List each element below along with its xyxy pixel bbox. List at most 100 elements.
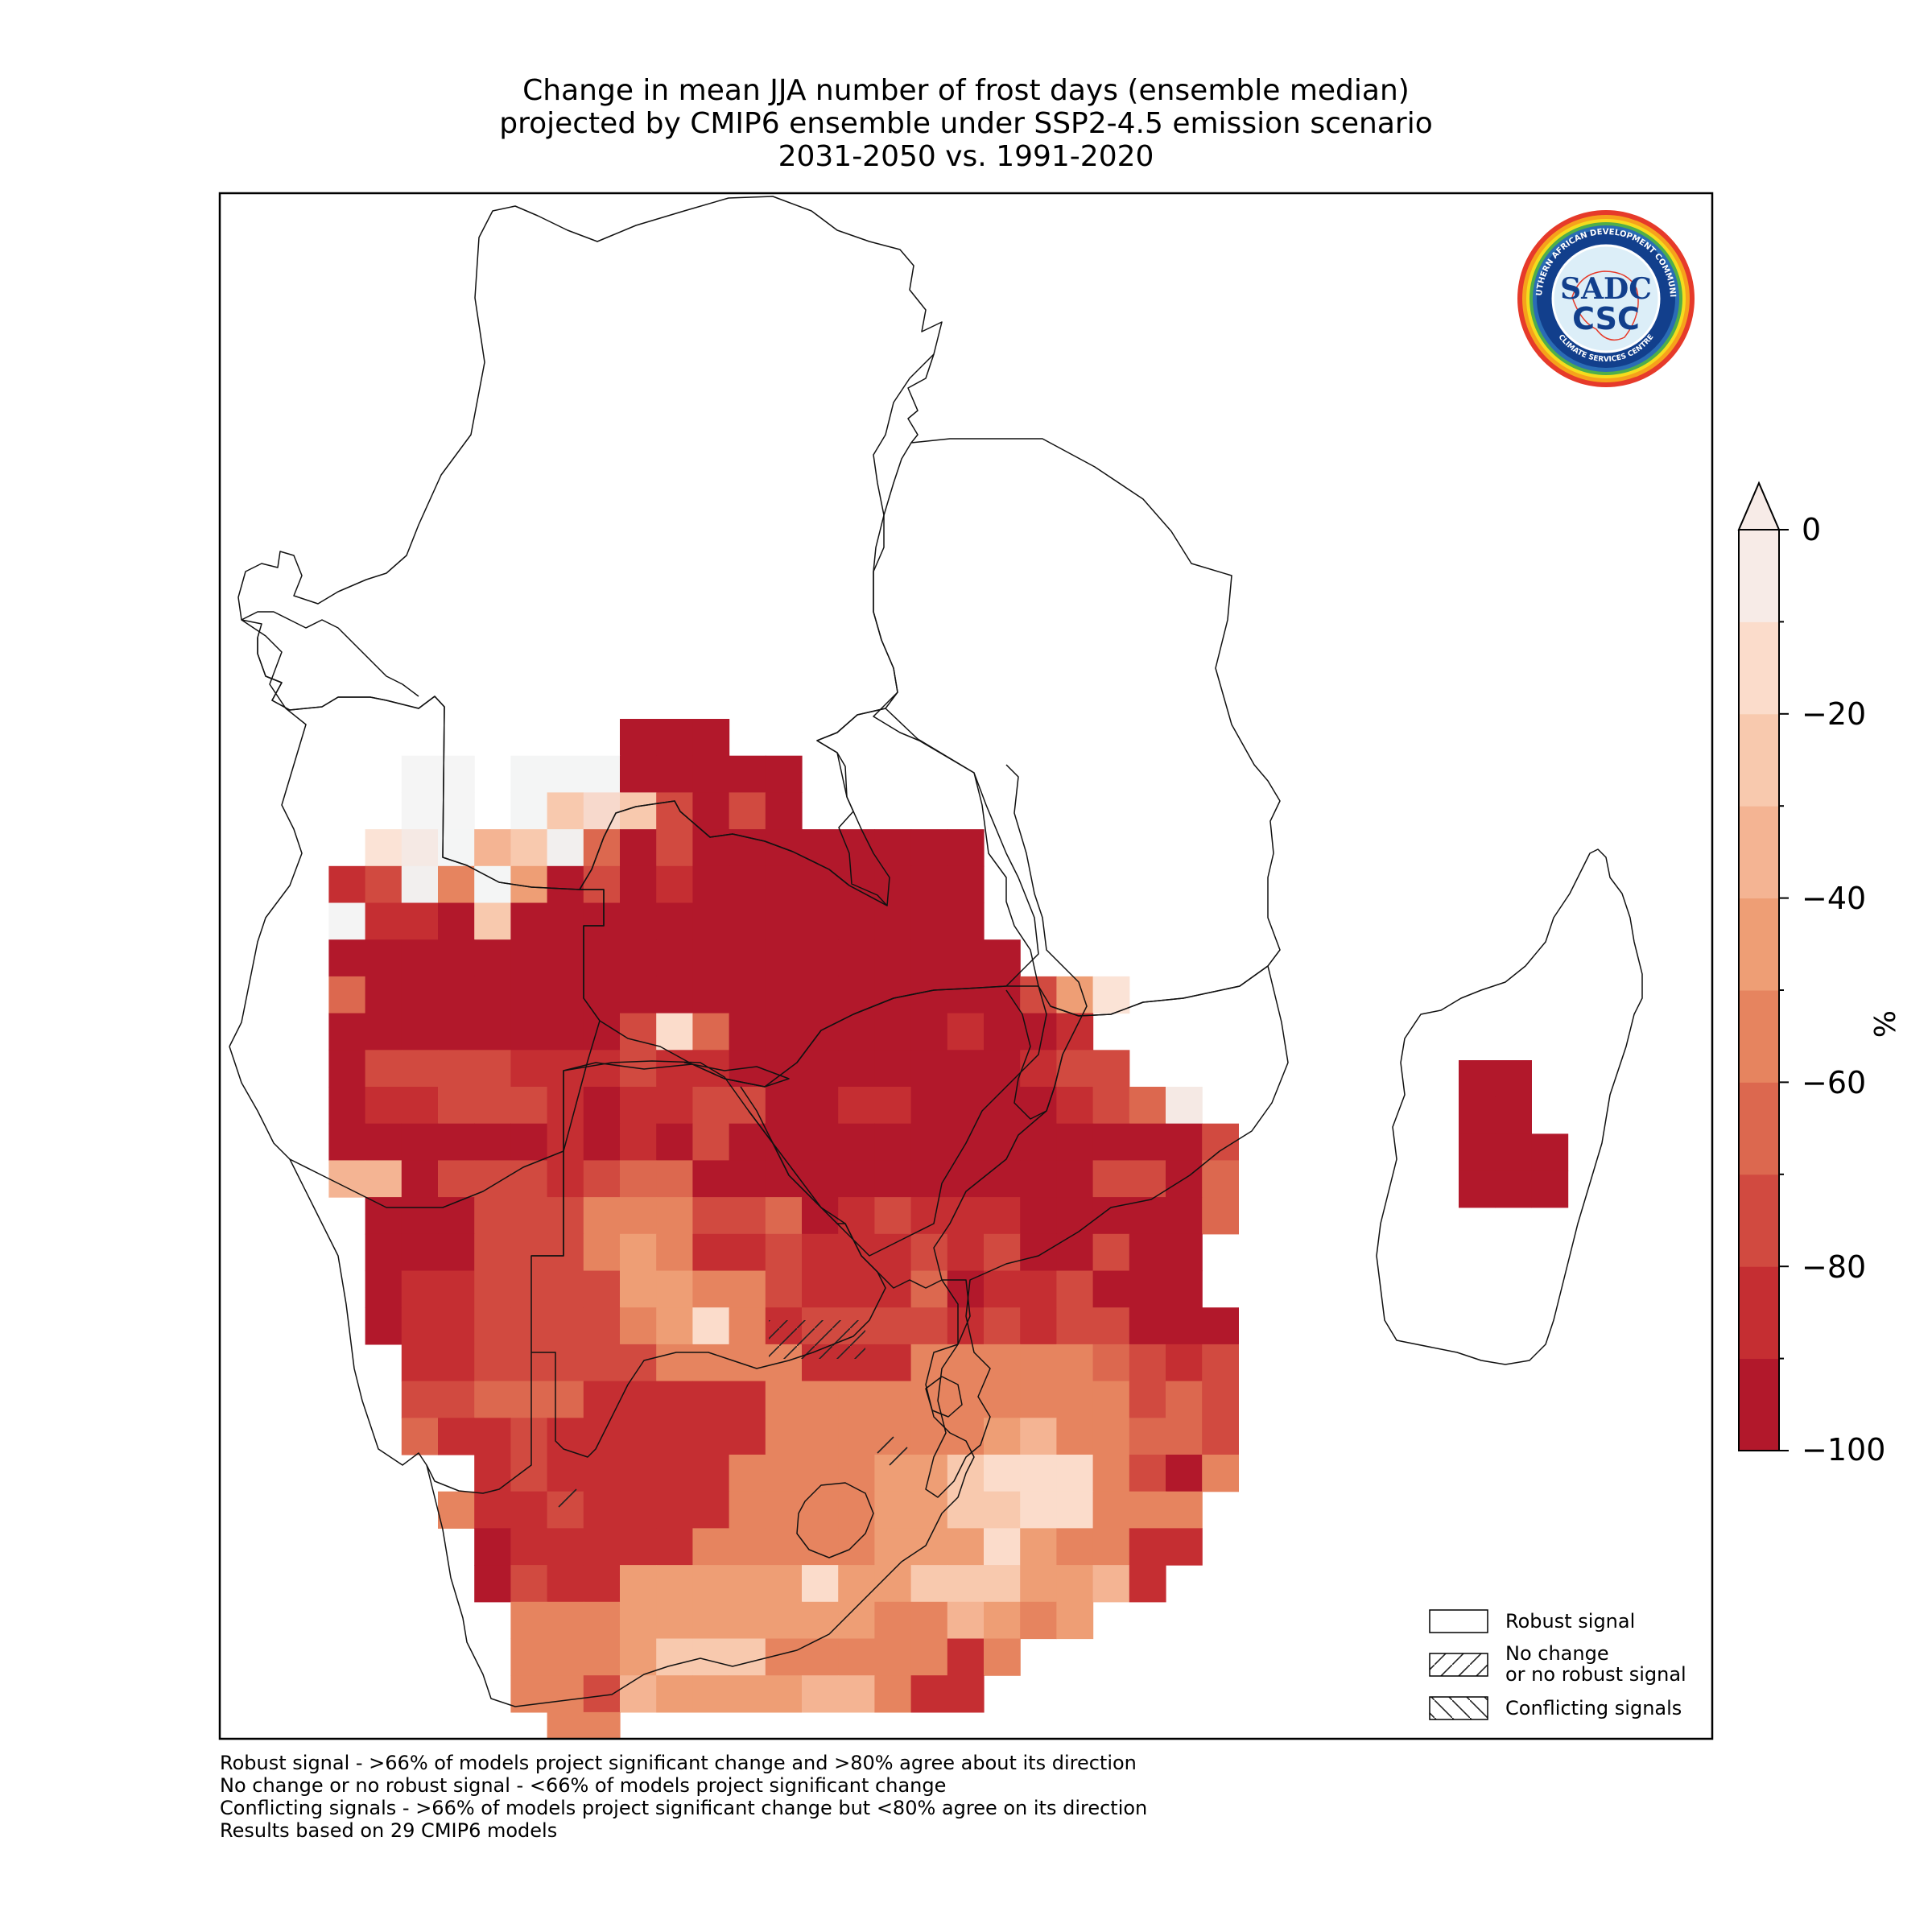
grid-cell bbox=[547, 755, 584, 793]
grid-cell bbox=[547, 1455, 584, 1492]
grid-cell bbox=[947, 1528, 985, 1566]
grid-cell bbox=[729, 792, 766, 830]
grid-cell bbox=[838, 939, 875, 977]
grid-cell bbox=[874, 1638, 912, 1676]
grid-cell bbox=[656, 755, 693, 793]
grid-cell bbox=[1129, 1528, 1166, 1566]
grid-cell bbox=[984, 1013, 1021, 1051]
grid-cell bbox=[910, 1418, 948, 1455]
grid-cell bbox=[1166, 1491, 1203, 1529]
grid-cell bbox=[583, 1455, 621, 1492]
grid-cell bbox=[1020, 1565, 1057, 1603]
grid-cell bbox=[838, 1197, 875, 1235]
grid-cell bbox=[474, 939, 511, 977]
grid-cell bbox=[365, 829, 402, 867]
grid-cell bbox=[328, 1160, 366, 1198]
grid-cell bbox=[1056, 1123, 1094, 1161]
grid-cell bbox=[765, 976, 803, 1014]
grid-cell bbox=[583, 1491, 621, 1529]
grid-cell bbox=[510, 1491, 548, 1529]
footnote-conflicting: Conflicting signals - >66% of models pro… bbox=[220, 1797, 1148, 1819]
grid-cell bbox=[474, 1160, 511, 1198]
colorbar-segment bbox=[1739, 990, 1779, 1083]
grid-cell bbox=[874, 1307, 912, 1345]
grid-cell bbox=[1056, 1418, 1094, 1455]
grid-cell bbox=[365, 1233, 402, 1272]
gabon-outline bbox=[241, 611, 419, 697]
grid-cell bbox=[583, 1197, 621, 1235]
grid-cell bbox=[765, 1233, 803, 1272]
grid-cell bbox=[765, 792, 803, 830]
grid-cell bbox=[1129, 1123, 1166, 1161]
grid-cell bbox=[729, 1307, 766, 1345]
grid-cell bbox=[947, 1123, 985, 1161]
grid-cell bbox=[692, 1565, 730, 1603]
grid-cell bbox=[474, 1455, 511, 1492]
grid-cell bbox=[438, 1197, 475, 1235]
grid-cell bbox=[1020, 1160, 1057, 1198]
grid-cell bbox=[1166, 1528, 1203, 1566]
grid-cell bbox=[1056, 1160, 1094, 1198]
grid-cell bbox=[1129, 1307, 1166, 1345]
grid-cell bbox=[1092, 1455, 1130, 1492]
grid-cell bbox=[620, 1233, 657, 1272]
grid-cell bbox=[656, 902, 693, 940]
grid-cell bbox=[583, 1013, 621, 1051]
grid-cell bbox=[765, 939, 803, 977]
grid-cell bbox=[474, 1565, 511, 1603]
grid-cell bbox=[656, 1344, 693, 1382]
grid-cell bbox=[656, 1675, 693, 1713]
grid-cell bbox=[656, 1307, 693, 1345]
grid-cell bbox=[1202, 1307, 1239, 1345]
grid-cell bbox=[910, 1270, 948, 1308]
grid-cell bbox=[1056, 1087, 1094, 1125]
grid-cell bbox=[474, 1307, 511, 1345]
grid-cell bbox=[1166, 1233, 1203, 1272]
grid-cell bbox=[620, 1638, 657, 1676]
grid-cell bbox=[729, 1565, 766, 1603]
grid-cell bbox=[547, 1160, 584, 1198]
grid-cell-madagascar bbox=[1495, 1170, 1532, 1208]
grid-cell bbox=[984, 1418, 1021, 1455]
grid-cell bbox=[947, 902, 985, 940]
grid-cell bbox=[583, 1307, 621, 1345]
grid-cell bbox=[984, 1381, 1021, 1418]
grid-cell bbox=[583, 1123, 621, 1161]
grid-cell bbox=[984, 976, 1021, 1014]
grid-cell bbox=[365, 902, 402, 940]
grid-cell bbox=[656, 1491, 693, 1529]
grid-cell bbox=[510, 1638, 548, 1676]
grid-cell bbox=[620, 792, 657, 830]
grid-cell bbox=[1092, 1270, 1130, 1308]
grid-cell bbox=[765, 1160, 803, 1198]
grid-cell bbox=[947, 1418, 985, 1455]
grid-cell bbox=[802, 1491, 839, 1529]
grid-cell bbox=[401, 976, 439, 1014]
grid-cell bbox=[874, 939, 912, 977]
grid-cell bbox=[874, 1233, 912, 1272]
grid-cell bbox=[510, 902, 548, 940]
grid-cell bbox=[1129, 1565, 1166, 1603]
grid-cell bbox=[401, 1344, 439, 1382]
grid-cell bbox=[874, 976, 912, 1014]
grid-cell bbox=[1092, 1087, 1130, 1125]
grid-cell bbox=[547, 1381, 584, 1418]
colorbar-segment bbox=[1739, 1082, 1779, 1175]
grid-cell bbox=[910, 902, 948, 940]
grid-cell bbox=[474, 1381, 511, 1418]
grid-cell bbox=[947, 1013, 985, 1051]
colorbar-segment bbox=[1739, 1174, 1779, 1267]
grid-cell bbox=[547, 1307, 584, 1345]
grid-cell bbox=[910, 1491, 948, 1529]
grid-cell bbox=[947, 1197, 985, 1235]
south-africa-outline bbox=[426, 1110, 975, 1707]
grid-cell bbox=[474, 1197, 511, 1235]
grid-cell bbox=[365, 1087, 402, 1125]
grid-cell bbox=[328, 1123, 366, 1161]
grid-cell bbox=[547, 1638, 584, 1676]
grid-cell bbox=[729, 1381, 766, 1418]
grid-cell bbox=[438, 865, 475, 904]
grid-cell bbox=[910, 939, 948, 977]
grid-cell bbox=[438, 829, 475, 867]
grid-cell bbox=[947, 1638, 985, 1676]
